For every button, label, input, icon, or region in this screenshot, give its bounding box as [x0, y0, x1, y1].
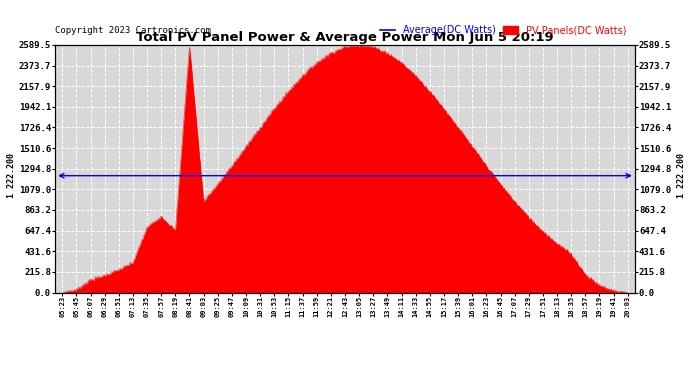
Text: 1 222.200: 1 222.200	[677, 153, 686, 198]
Text: 1 222.200: 1 222.200	[7, 153, 17, 198]
Title: Total PV Panel Power & Average Power Mon Jun 5 20:19: Total PV Panel Power & Average Power Mon…	[136, 31, 554, 44]
Legend: Average(DC Watts), PV Panels(DC Watts): Average(DC Watts), PV Panels(DC Watts)	[376, 21, 630, 39]
Text: Copyright 2023 Cartronics.com: Copyright 2023 Cartronics.com	[55, 26, 211, 35]
